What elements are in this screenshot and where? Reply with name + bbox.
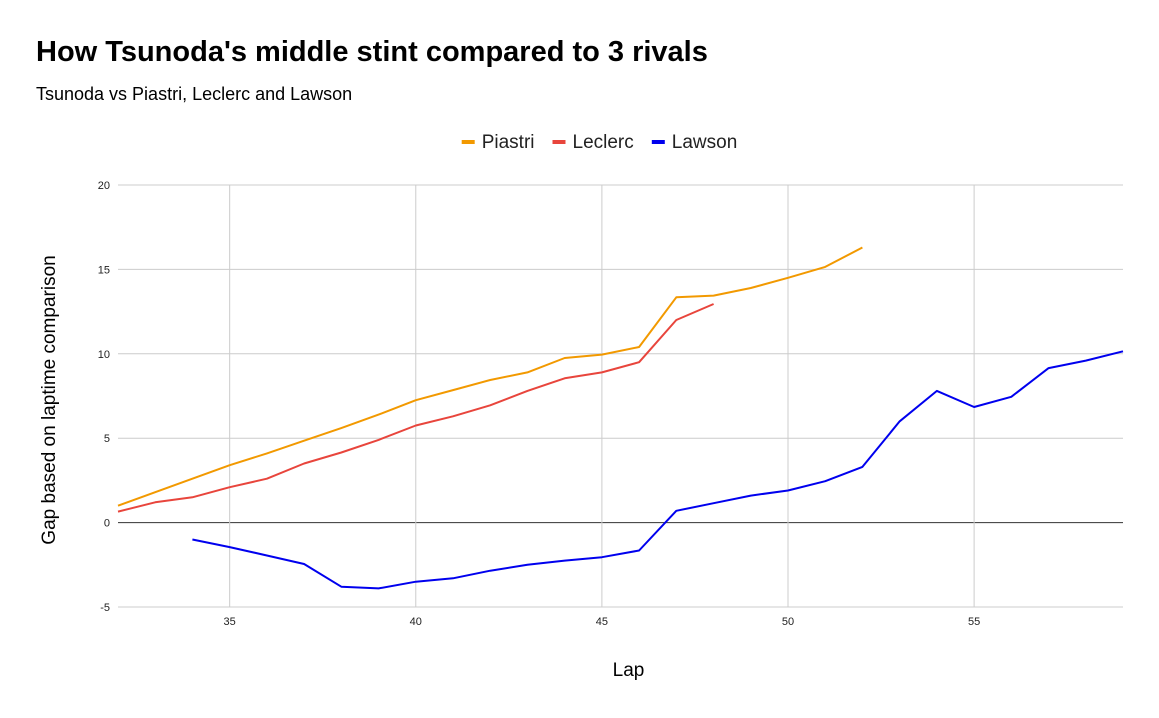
y-tick-label: 5 <box>104 433 110 445</box>
legend-item-piastri: Piastri <box>461 132 535 153</box>
series-line-piastri <box>117 246 863 507</box>
legend-item-leclerc: Leclerc <box>552 132 634 153</box>
chart-subtitle: Tsunoda vs Piastri, Leclerc and Lawson <box>36 84 353 104</box>
series-lines <box>117 246 1124 590</box>
x-tick-label: 50 <box>782 616 794 628</box>
legend-label: Lawson <box>672 132 738 153</box>
y-tick-label: -5 <box>100 602 110 614</box>
series-line-lawson <box>192 350 1124 590</box>
x-axis-title: Lap <box>613 660 645 681</box>
legend-label: Piastri <box>482 132 535 153</box>
legend-label: Leclerc <box>573 132 634 153</box>
x-tick-label: 55 <box>968 616 980 628</box>
legend-swatch <box>651 140 665 144</box>
legend-swatch <box>552 140 566 144</box>
y-tick-label: 15 <box>98 264 110 276</box>
y-tick-label: 0 <box>104 518 110 530</box>
y-tick-label: 20 <box>98 180 110 192</box>
legend-swatch <box>461 140 475 144</box>
legend-item-lawson: Lawson <box>651 132 738 153</box>
x-tick-label: 35 <box>224 616 236 628</box>
y-axis-title: Gap based on laptime comparison <box>39 255 60 544</box>
x-tick-label: 40 <box>410 616 422 628</box>
y-tick-label: 10 <box>98 349 110 361</box>
series-line-leclerc <box>117 303 714 513</box>
legend: Piastri Leclerc Lawson <box>461 132 738 153</box>
chart-title: How Tsunoda's middle stint compared to 3… <box>36 36 708 68</box>
x-tick-label: 45 <box>596 616 608 628</box>
grid <box>118 184 1123 608</box>
